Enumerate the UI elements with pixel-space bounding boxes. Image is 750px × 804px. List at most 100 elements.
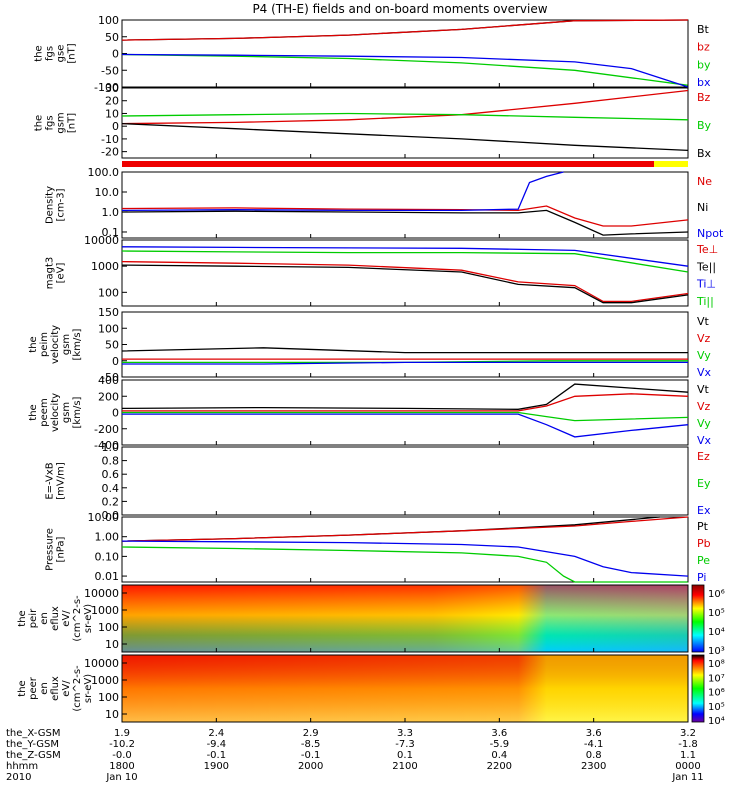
pressure-legend-Pb: Pb bbox=[697, 537, 711, 550]
xaxis-row-label: hhmm bbox=[6, 761, 38, 772]
xaxis-value: 2000 bbox=[298, 761, 323, 772]
xaxis-value: 0.1 bbox=[397, 750, 413, 761]
peem_velocity-ytick-label: -400 bbox=[94, 439, 119, 452]
peir_spectrogram-ylabel: sr-eV) bbox=[83, 604, 94, 633]
peim_velocity-ytick-label: -50 bbox=[101, 371, 119, 384]
peir_spectrogram-ytick-label: 100 bbox=[98, 621, 119, 634]
pressure-ytick-label: 1.00 bbox=[95, 531, 120, 544]
xaxis-value: 3.6 bbox=[491, 728, 507, 739]
efield-legend-Ey: Ey bbox=[697, 477, 711, 490]
fgs_gse-series-bx bbox=[121, 53, 689, 88]
fgs_gsm-ytick-label: 30 bbox=[105, 82, 119, 95]
density-ylabel: Density bbox=[45, 186, 56, 224]
xaxis-value: Jan 10 bbox=[105, 772, 137, 783]
pressure-series-Pe bbox=[121, 546, 688, 583]
fgs_gsm-legend-Bz: Bz bbox=[697, 91, 711, 104]
peer_spectrogram-colorbar bbox=[691, 654, 705, 723]
plot-title: P4 (TH-E) fields and on-board moments ov… bbox=[252, 2, 547, 16]
peim_velocity-legend-Vx: Vx bbox=[697, 366, 712, 379]
fgs_gse-ytick-label: 0 bbox=[112, 48, 119, 61]
fgs_gse-legend-bz: bz bbox=[697, 41, 710, 54]
fgs_gse-legend-by: by bbox=[697, 58, 711, 71]
efield-ylabel: E=-VxB bbox=[45, 462, 56, 499]
fgs_gse-ytick-label: -100 bbox=[94, 81, 119, 94]
peir_spectrogram-ylabel: the bbox=[17, 610, 28, 626]
pressure-series-Pb bbox=[121, 516, 689, 542]
xaxis-value: 2300 bbox=[581, 761, 606, 772]
mode-bar-yellow bbox=[654, 161, 688, 167]
fgs_gse-ylabel: the bbox=[34, 45, 45, 61]
peer_spectrogram-colorbar-label: 10⁸ bbox=[708, 659, 725, 670]
peer_spectrogram-shade bbox=[122, 655, 688, 722]
fgs_gsm-ytick-label: -20 bbox=[101, 146, 119, 159]
peem_velocity-series-Vx bbox=[122, 413, 689, 438]
peer_spectrogram-ylabel: sr-eV) bbox=[83, 674, 94, 703]
efield-ytick-label: 0.0 bbox=[102, 509, 120, 522]
density-ytick-label: 100.0 bbox=[88, 166, 120, 179]
pressure-ytick-label: 0.01 bbox=[95, 570, 120, 583]
peer_spectrogram-ylabel: peer bbox=[28, 676, 39, 700]
peem_velocity-legend-Vy: Vy bbox=[697, 417, 711, 430]
fgs_gse-ytick-label: 50 bbox=[105, 31, 119, 44]
fgs_gse-ylabel: gse bbox=[56, 45, 67, 63]
peir_spectrogram-colorbar bbox=[691, 584, 705, 653]
density-legend-Ne: Ne bbox=[697, 175, 712, 188]
peir_spectrogram-ylabel: eV/ bbox=[61, 610, 72, 627]
mode-bar-red bbox=[122, 161, 655, 167]
pressure-ylabel: [nPa] bbox=[56, 536, 67, 562]
pressure-series-Pt bbox=[121, 516, 660, 542]
peer_spectrogram-ylabel: eV/ bbox=[61, 680, 72, 697]
peim_velocity-ylabel: [km/s] bbox=[72, 328, 83, 360]
xaxis-value: Jan 11 bbox=[671, 772, 703, 783]
peir_spectrogram-ylabel: en bbox=[39, 612, 50, 625]
fgs_gsm-ytick-label: 10 bbox=[105, 107, 119, 120]
temperature-ylabel: magt3 bbox=[45, 257, 56, 290]
peem_velocity-ylabel: [km/s] bbox=[72, 396, 83, 428]
efield-legend-Ex: Ex bbox=[697, 504, 711, 517]
xaxis-value: -9.4 bbox=[207, 739, 227, 750]
efield-ytick-label: 0.6 bbox=[102, 468, 120, 481]
peer_spectrogram-colorbar-label: 10⁶ bbox=[708, 688, 725, 699]
xaxis-value: -0.0 bbox=[112, 750, 132, 761]
xaxis-value: 1.1 bbox=[680, 750, 696, 761]
xaxis-row-label: the_Z-GSM bbox=[6, 750, 61, 761]
peir_spectrogram-ytick-label: 1000 bbox=[91, 604, 119, 617]
temperature-legend-Ti⊥: Ti⊥ bbox=[696, 278, 716, 291]
xaxis-value: 1900 bbox=[204, 761, 229, 772]
peer_spectrogram-colorbar-label: 10⁷ bbox=[708, 673, 725, 684]
peem_velocity-legend-Vt: Vt bbox=[697, 383, 710, 396]
temperature-legend-Ti||: Ti|| bbox=[696, 295, 714, 308]
peim_velocity-series-Vx bbox=[122, 361, 688, 365]
peer_spectrogram-ylabel: en bbox=[39, 682, 50, 695]
fgs_gsm-ylabel: fgs bbox=[45, 115, 56, 130]
peim_velocity-legend-Vt: Vt bbox=[697, 315, 710, 328]
peir_spectrogram-ytick-label: 10 bbox=[105, 638, 119, 651]
density-series-Ni bbox=[121, 209, 689, 236]
fgs_gsm-ytick-label: 0 bbox=[112, 120, 119, 133]
xaxis-value: 0.4 bbox=[491, 750, 507, 761]
peim_velocity-frame bbox=[121, 311, 689, 378]
temperature-ytick-label: 100 bbox=[98, 286, 119, 299]
pressure-frame bbox=[121, 516, 689, 583]
xaxis-value: 2100 bbox=[392, 761, 417, 772]
fgs_gsm-series-Bx bbox=[121, 122, 689, 152]
peim_velocity-ytick-label: 100 bbox=[98, 322, 119, 335]
fgs_gse-series-bz bbox=[121, 19, 689, 41]
fgs_gsm-ytick-label: 20 bbox=[105, 95, 119, 108]
peem_velocity-ytick-label: 0 bbox=[112, 407, 119, 420]
peir_spectrogram-colorbar-label: 10⁵ bbox=[708, 608, 725, 619]
fgs_gse-series-Bt bbox=[121, 19, 689, 41]
pressure-legend-Pe: Pe bbox=[697, 554, 710, 567]
peem_velocity-legend-Vz: Vz bbox=[697, 400, 711, 413]
temperature-ytick-label: 10000 bbox=[84, 234, 119, 247]
fgs_gsm-ylabel: the bbox=[34, 115, 45, 131]
density-ytick-label: 0.1 bbox=[102, 226, 120, 239]
fgs_gse-ytick-label: -50 bbox=[101, 64, 119, 77]
xaxis-value: -0.1 bbox=[301, 750, 321, 761]
temperature-ylabel: [eV] bbox=[56, 263, 67, 284]
density-ytick-label: 10.0 bbox=[95, 186, 120, 199]
peem_velocity-ylabel: peem bbox=[39, 398, 50, 426]
pressure-ytick-label: 0.10 bbox=[95, 550, 120, 563]
peer_spectrogram-ylabel: (cm^2-s- bbox=[72, 665, 83, 712]
